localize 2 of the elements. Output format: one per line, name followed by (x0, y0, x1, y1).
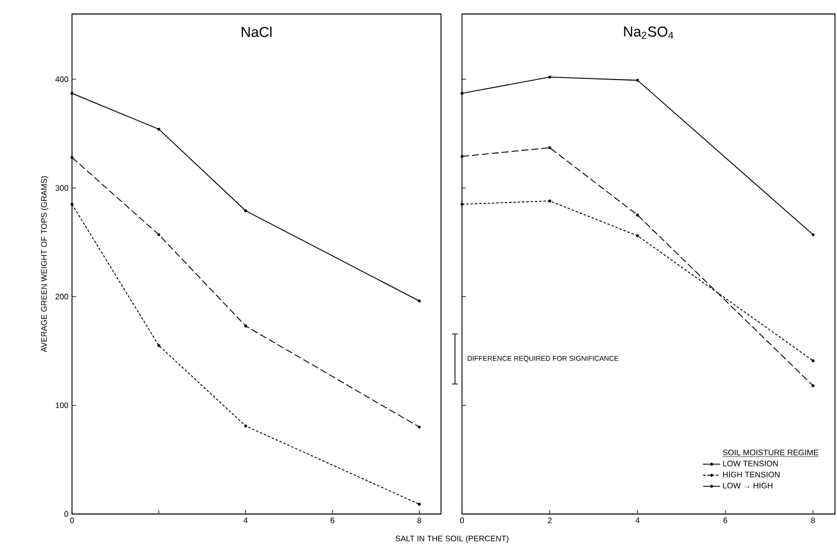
text: Na$_{2}$SO$_{4}$ (624, 26, 674, 39)
text: NaCl (242, 26, 272, 38)
